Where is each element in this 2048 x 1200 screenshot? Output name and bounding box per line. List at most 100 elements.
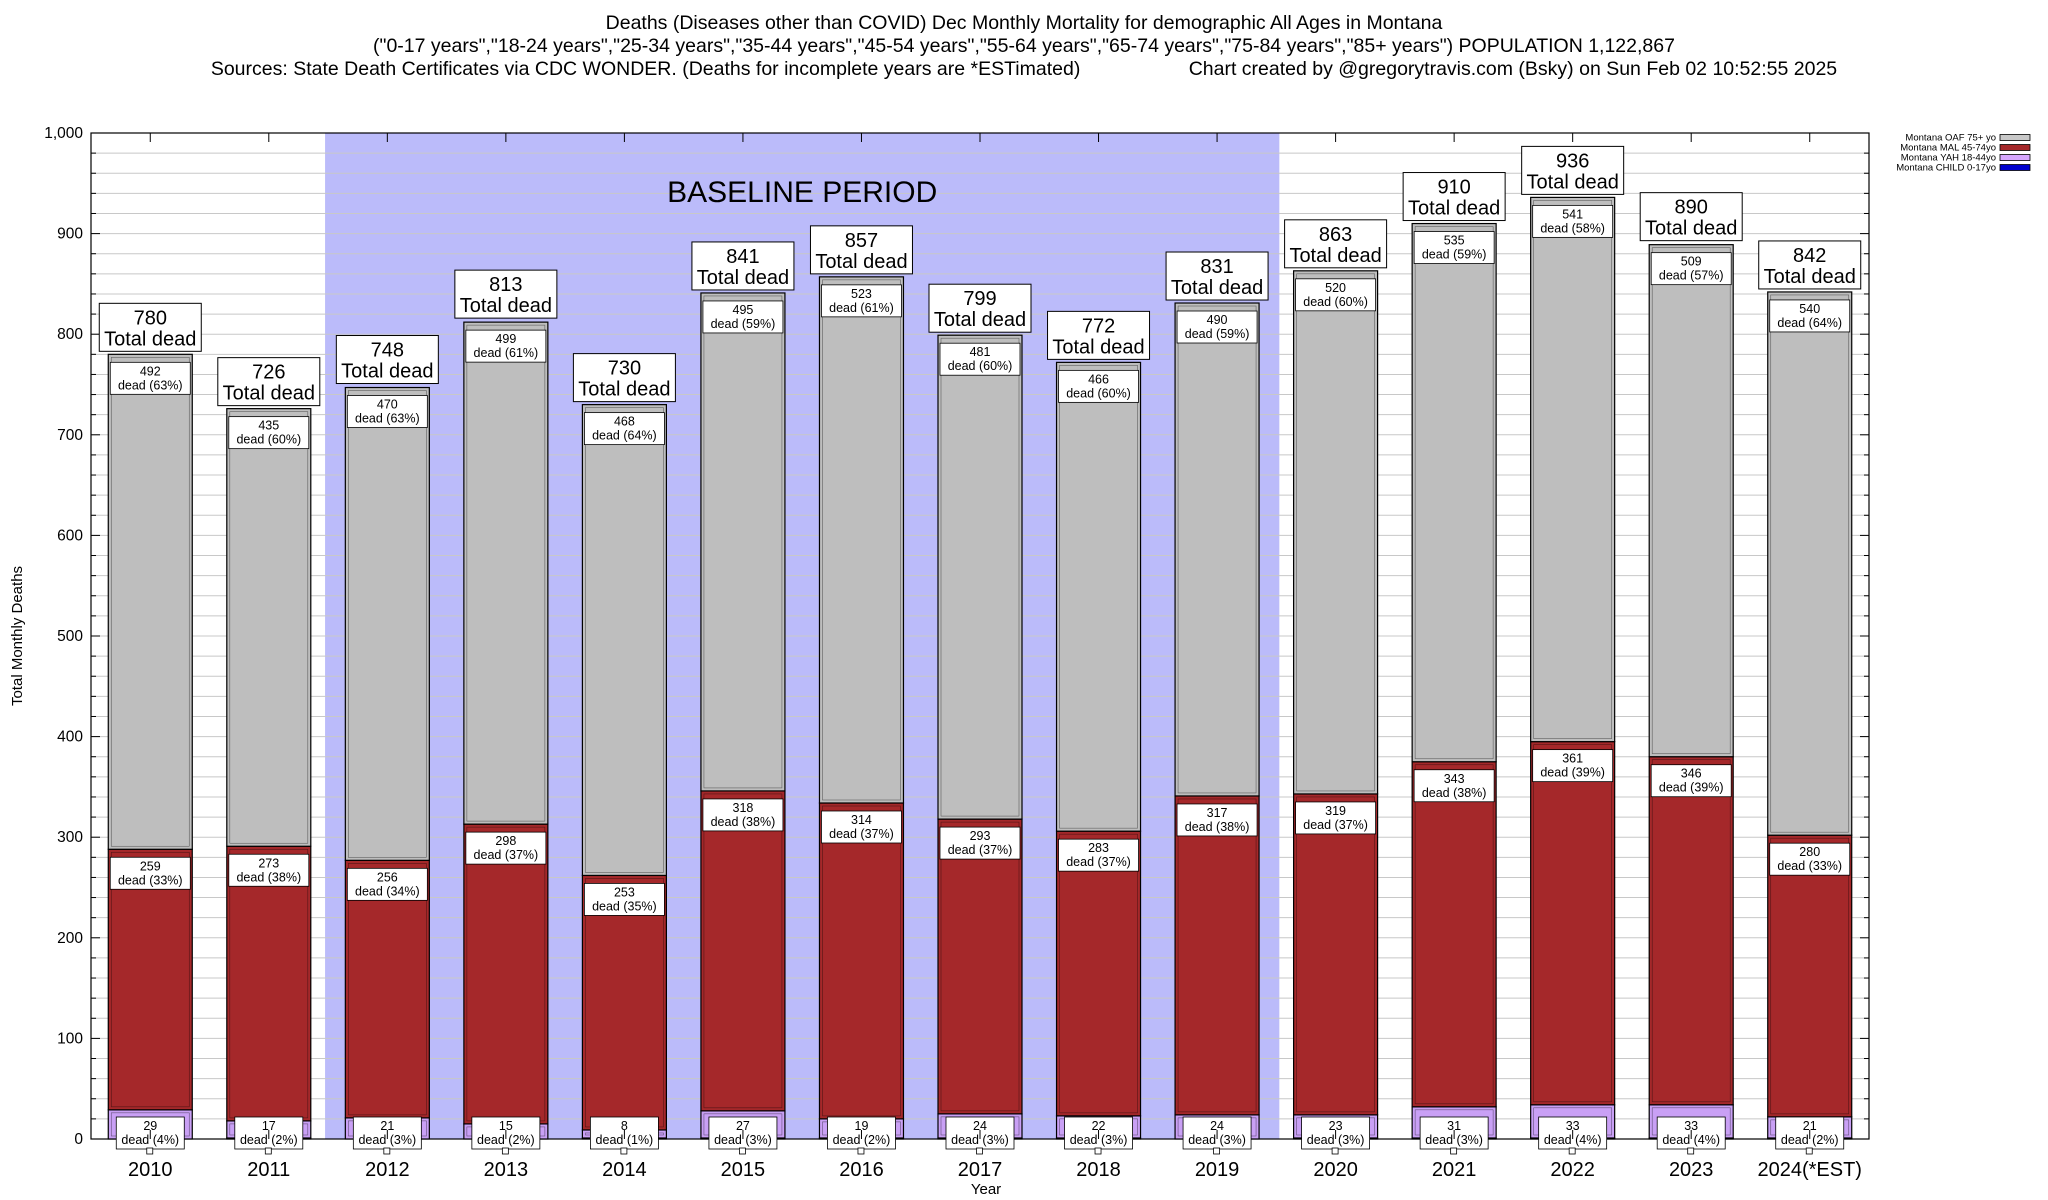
label-box-mal — [1532, 749, 1614, 783]
child-marker — [383, 1147, 391, 1155]
y-tick-label: 1,000 — [44, 125, 83, 142]
x-tick-label: 2022 — [1550, 1159, 1595, 1181]
total-value: 813 — [489, 274, 522, 296]
bar-segment-mal — [700, 790, 786, 1112]
data-label-oaf-count: 435 — [258, 419, 279, 433]
label-box-oaf — [346, 395, 428, 428]
child-marker — [501, 1147, 509, 1155]
data-label-oaf-pct: dead (60%) — [1066, 386, 1131, 400]
x-tick-label: 2014 — [602, 1159, 647, 1181]
data-label-yah-count: 29 — [143, 1119, 157, 1133]
label-box-oaf — [584, 412, 665, 446]
data-label-oaf-count: 490 — [1207, 313, 1228, 327]
bar-segment-inner — [1296, 273, 1375, 792]
label-box-oaf — [1532, 204, 1614, 238]
data-label-oaf-pct: dead (59%) — [1422, 248, 1487, 262]
y-tick-label: 200 — [57, 930, 83, 947]
child-marker — [620, 1147, 628, 1155]
legend-swatch — [1999, 154, 2031, 161]
total-label-box — [335, 335, 439, 385]
data-label-mal-pct: dead (38%) — [236, 870, 301, 884]
bar-segment-inner — [940, 337, 1020, 817]
data-label-oaf-count: 523 — [851, 287, 872, 301]
total-value: 780 — [134, 307, 167, 329]
bar-segment-oaf — [700, 292, 786, 792]
bar-segment-mal — [937, 818, 1023, 1115]
label-box-oaf — [939, 342, 1021, 376]
bar-segment-inner — [1177, 305, 1257, 794]
data-label-mal-pct: dead (33%) — [118, 873, 183, 887]
legend-entry-label: Montana MAL 45-74yo — [1900, 143, 1996, 154]
bar-segment-oaf — [1055, 361, 1142, 832]
data-label-oaf-count: 495 — [733, 303, 754, 317]
total-label-text: Total dead — [1408, 198, 1500, 220]
bar-segment-inner — [1533, 200, 1612, 739]
label-box-mal — [1413, 769, 1495, 803]
data-label-mal-count: 273 — [258, 856, 279, 870]
label-box-oaf — [1413, 231, 1495, 264]
y-tick-label: 300 — [57, 829, 83, 846]
total-label-text: Total dead — [934, 309, 1026, 331]
bar-segment-inner — [1059, 365, 1138, 829]
x-tick-label: 2024(*EST) — [1757, 1159, 1862, 1181]
data-label-oaf-count: 535 — [1444, 234, 1465, 248]
y-tick-label: 400 — [57, 729, 83, 746]
label-box-oaf — [228, 416, 310, 450]
x-tick-label: 2011 — [247, 1159, 290, 1181]
bar-segment-oaf — [937, 334, 1023, 820]
data-label-oaf-pct: dead (59%) — [1185, 327, 1250, 341]
data-label-oaf-pct: dead (60%) — [1303, 295, 1368, 309]
bar-segment-mal — [226, 845, 312, 1122]
data-label-oaf-pct: dead (57%) — [1659, 269, 1724, 283]
total-label-box — [454, 269, 558, 319]
data-label-mal-count: 259 — [140, 859, 161, 873]
data-label-mal-count: 298 — [495, 834, 516, 848]
label-box-oaf — [821, 284, 902, 318]
bar-segment-mal — [1174, 795, 1260, 1116]
total-value: 799 — [963, 288, 996, 310]
chart-sources-line: Sources: State Death Certificates via CD… — [0, 58, 2048, 81]
data-label-oaf-count: 541 — [1562, 207, 1583, 221]
bar-segment-inner — [1414, 226, 1494, 760]
data-label-oaf-count: 520 — [1325, 281, 1346, 295]
bar-segment-inner — [585, 407, 664, 873]
y-tick-label: 700 — [57, 427, 83, 444]
total-value: 890 — [1675, 197, 1708, 219]
total-value: 841 — [726, 246, 759, 268]
data-label-mal-pct: dead (34%) — [355, 884, 420, 898]
child-marker — [264, 1147, 272, 1155]
data-label-yah-count: 27 — [736, 1119, 750, 1133]
data-label-oaf-count: 481 — [970, 345, 991, 359]
data-label-yah-pct: dead (3%) — [1188, 1133, 1246, 1147]
chart-title: Deaths (Diseases other than COVID) Dec M… — [605, 12, 1443, 34]
bar-segment-inner — [110, 357, 190, 847]
data-label-oaf-pct: dead (61%) — [474, 346, 539, 360]
data-label-yah-count: 15 — [499, 1119, 513, 1133]
chart-sources: Sources: State Death Certificates via CD… — [210, 58, 1081, 80]
total-label-box — [1165, 251, 1269, 301]
x-tick-label: 2018 — [1076, 1159, 1121, 1181]
child-marker — [146, 1147, 154, 1155]
total-label-text: Total dead — [341, 361, 433, 383]
data-label-yah-count: 31 — [1447, 1119, 1461, 1133]
child-marker — [857, 1147, 865, 1155]
total-label-text: Total dead — [1171, 277, 1263, 299]
bar-segment-oaf — [344, 386, 430, 861]
chart-credit: Chart created by @gregorytravis.com (Bsk… — [1188, 58, 1838, 80]
bar-segment-inner — [466, 324, 546, 822]
label-box-mal — [1176, 803, 1258, 837]
x-tick-label: 2012 — [365, 1159, 410, 1181]
data-label-mal-count: 319 — [1325, 804, 1346, 818]
data-label-yah-count: 22 — [1092, 1119, 1106, 1133]
label-box-oaf — [1650, 252, 1732, 286]
total-label-box — [809, 225, 913, 275]
total-label-box — [691, 241, 795, 291]
child-marker — [1805, 1147, 1813, 1155]
data-label-mal-count: 318 — [733, 801, 754, 815]
data-label-mal-pct: dead (37%) — [1303, 818, 1368, 832]
label-box-oaf — [1176, 310, 1258, 344]
child-marker — [1450, 1147, 1458, 1155]
data-label-oaf-pct: dead (63%) — [355, 412, 420, 426]
y-tick-label: 800 — [57, 326, 83, 343]
total-value: 842 — [1793, 245, 1826, 267]
